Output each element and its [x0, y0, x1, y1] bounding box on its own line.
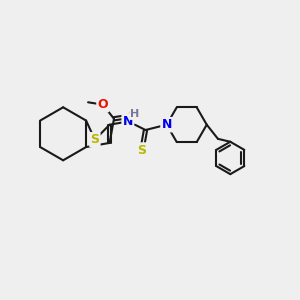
Text: S: S [90, 133, 99, 146]
Text: O: O [128, 109, 138, 122]
Text: O: O [98, 98, 108, 111]
Text: S: S [137, 143, 146, 157]
Text: N: N [123, 115, 133, 128]
Text: N: N [161, 118, 172, 131]
Text: H: H [130, 109, 140, 119]
